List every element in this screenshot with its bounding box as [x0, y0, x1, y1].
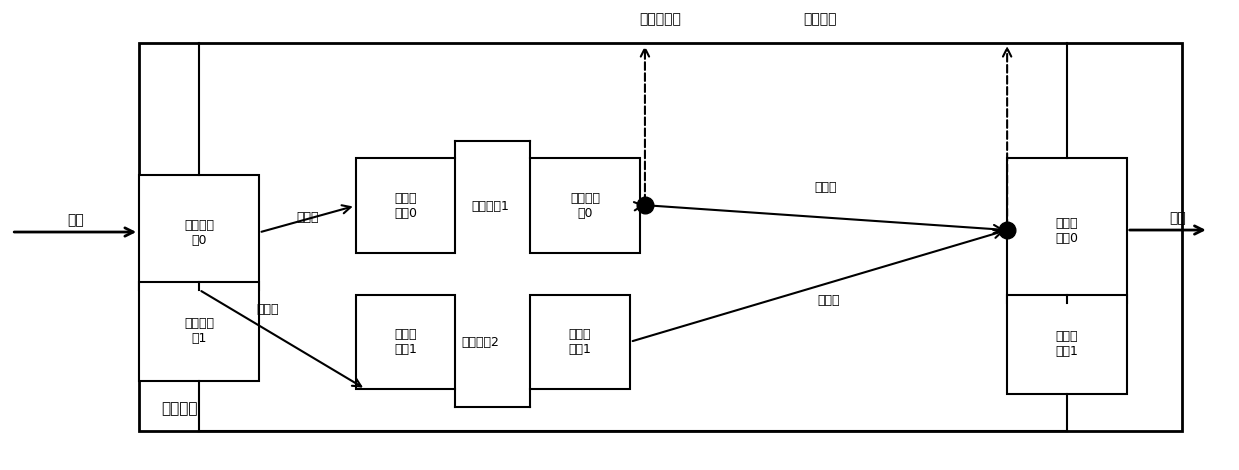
Text: 处理单元1: 处理单元1	[471, 200, 509, 212]
Bar	[1007, 158, 1126, 303]
Text: 内部出
端口1: 内部出 端口1	[569, 328, 591, 356]
Bar	[356, 158, 456, 253]
Text: 数据流: 数据流	[818, 294, 840, 307]
Text: 内部出端
口0: 内部出端 口0	[570, 192, 600, 219]
Text: 数据流: 数据流	[815, 181, 838, 194]
Text: 处理单元2: 处理单元2	[461, 336, 499, 349]
Bar	[139, 43, 1182, 431]
Text: 外部出
端口1: 外部出 端口1	[1056, 330, 1078, 358]
Bar	[1007, 295, 1126, 394]
Text: 产生微突发: 产生微突发	[639, 12, 681, 26]
Bar	[530, 158, 641, 253]
Text: 数据流: 数据流	[256, 303, 279, 316]
Text: 流量: 流量	[67, 213, 83, 227]
Text: 产生拥塞: 产生拥塞	[803, 12, 836, 26]
Text: 内部入
端口0: 内部入 端口0	[394, 192, 418, 219]
Bar	[139, 282, 259, 381]
Bar	[356, 295, 456, 389]
Text: 外部入端
口1: 外部入端 口1	[183, 317, 214, 345]
Text: 数据流: 数据流	[296, 211, 318, 224]
Text: 外部入端
口0: 外部入端 口0	[183, 219, 214, 246]
Text: 网络设备: 网络设备	[161, 401, 197, 416]
Text: 内部入
端口1: 内部入 端口1	[394, 328, 416, 356]
Bar	[530, 295, 629, 389]
Text: 外部出
端口0: 外部出 端口0	[1056, 217, 1078, 244]
Text: 流量: 流量	[1170, 211, 1186, 225]
Bar	[139, 175, 259, 290]
